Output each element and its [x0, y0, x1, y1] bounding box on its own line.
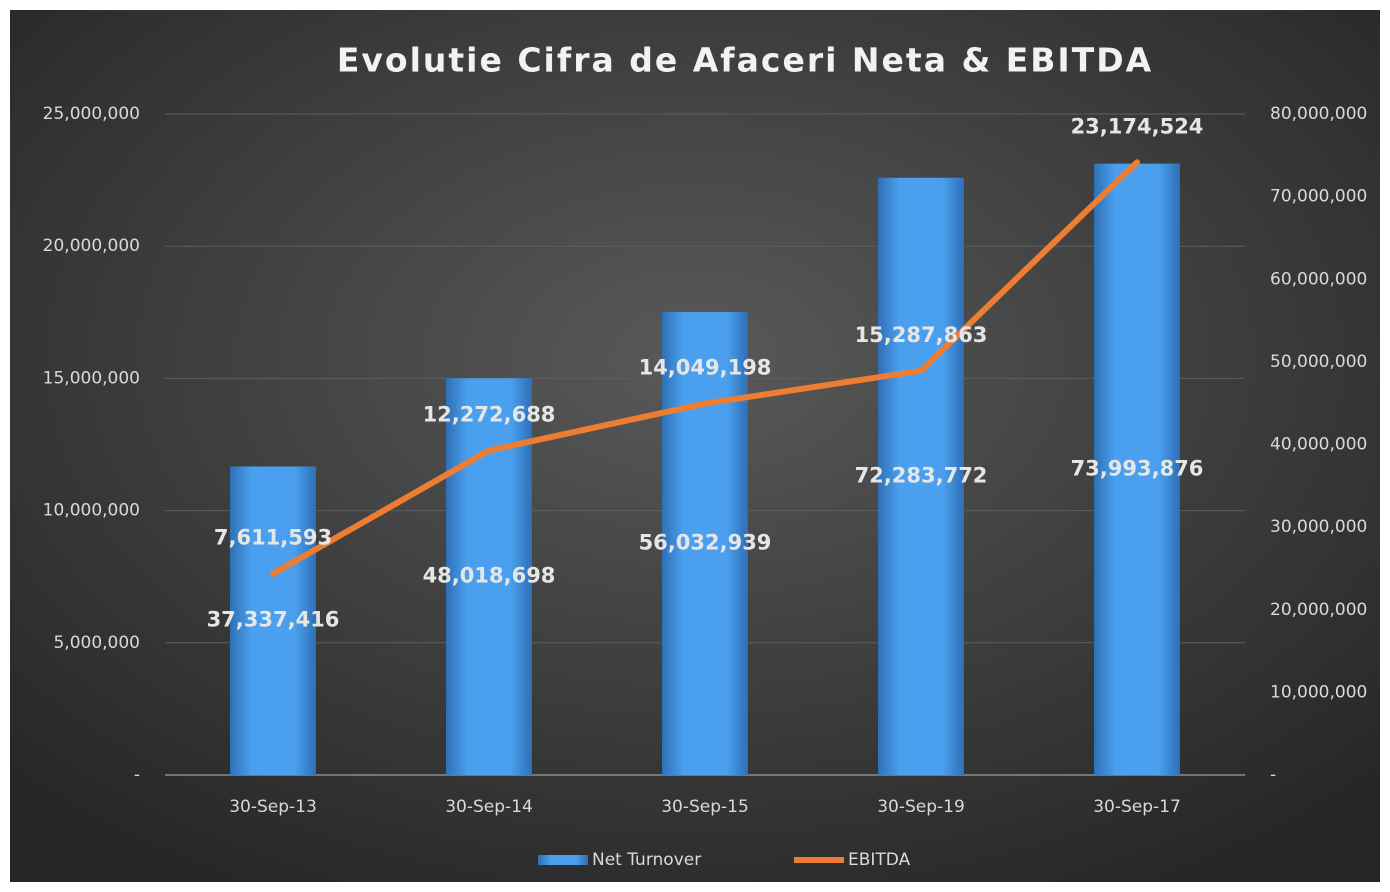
- bar-value-label: 37,337,416: [207, 608, 340, 632]
- bar-value-label: 73,993,876: [1071, 456, 1204, 480]
- legend-label: EBITDA: [848, 850, 911, 870]
- x-tick-label: 30-Sep-13: [229, 797, 317, 817]
- y2-tick-label: 50,000,000: [1270, 352, 1367, 372]
- line-value-label: 12,272,688: [423, 403, 556, 427]
- line-value-label: 14,049,198: [639, 356, 772, 380]
- y-tick-label: -: [134, 765, 140, 785]
- x-tick-label: 30-Sep-19: [877, 797, 965, 817]
- y2-tick-label: 20,000,000: [1270, 600, 1367, 620]
- bar: [662, 312, 748, 775]
- y2-tick-label: -: [1270, 765, 1276, 785]
- bar: [1094, 163, 1180, 775]
- line-value-label: 15,287,863: [855, 323, 988, 347]
- y-tick-label: 5,000,000: [53, 633, 140, 653]
- y-tick-label: 20,000,000: [43, 236, 140, 256]
- bar-value-label: 56,032,939: [639, 531, 772, 555]
- y2-tick-label: 70,000,000: [1270, 187, 1367, 207]
- chart-title: Evolutie Cifra de Afaceri Neta & EBITDA: [337, 41, 1153, 80]
- x-tick-label: 30-Sep-17: [1093, 797, 1181, 817]
- y2-tick-label: 40,000,000: [1270, 435, 1367, 455]
- y2-tick-label: 60,000,000: [1270, 269, 1367, 289]
- legend-label: Net Turnover: [592, 850, 701, 870]
- bar-value-label: 72,283,772: [855, 463, 988, 487]
- line-value-label: 23,174,524: [1071, 114, 1204, 138]
- y2-tick-label: 10,000,000: [1270, 682, 1367, 702]
- y-tick-label: 10,000,000: [43, 501, 140, 521]
- x-tick-label: 30-Sep-15: [661, 797, 749, 817]
- y-tick-label: 25,000,000: [43, 104, 140, 124]
- y2-tick-label: 30,000,000: [1270, 517, 1367, 537]
- y-tick-label: 15,000,000: [43, 368, 140, 388]
- bar: [230, 466, 316, 775]
- bar-value-label: 48,018,698: [423, 564, 556, 588]
- y2-tick-label: 80,000,000: [1270, 104, 1367, 124]
- line-value-label: 7,611,593: [214, 526, 332, 550]
- line: [270, 159, 1140, 577]
- legend-swatch: [538, 855, 588, 865]
- x-tick-label: 30-Sep-14: [445, 797, 533, 817]
- bar: [878, 177, 964, 775]
